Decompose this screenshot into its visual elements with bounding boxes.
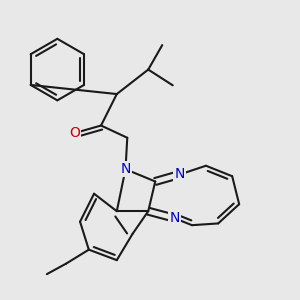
Text: N: N bbox=[169, 211, 180, 225]
Text: O: O bbox=[69, 125, 80, 140]
Text: N: N bbox=[175, 167, 185, 182]
Text: N: N bbox=[120, 162, 131, 176]
